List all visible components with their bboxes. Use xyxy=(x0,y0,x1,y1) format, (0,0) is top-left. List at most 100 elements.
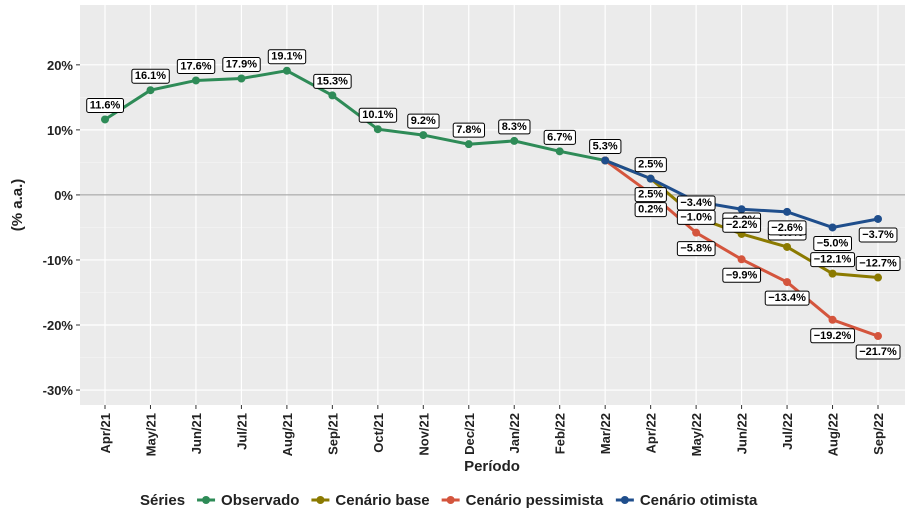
y-tick-label: 20% xyxy=(47,58,73,73)
value-label: −12.7% xyxy=(855,256,901,272)
value-label-box xyxy=(452,122,486,138)
point xyxy=(692,228,701,237)
value-label-text: 10.1% xyxy=(362,109,393,121)
value-label: 19.1% xyxy=(267,49,307,65)
value-label-box xyxy=(676,209,716,225)
value-label-text: 8.3% xyxy=(502,121,527,133)
value-label-text: −3.4% xyxy=(680,197,712,209)
value-label-box xyxy=(855,344,901,360)
value-label-box xyxy=(810,252,856,268)
value-label: 2.5% xyxy=(634,157,667,173)
series-line xyxy=(104,69,606,162)
x-tick-label: May/21 xyxy=(143,413,158,456)
value-label-box xyxy=(407,113,440,129)
value-label: 17.9% xyxy=(222,56,261,72)
y-axis-title: (% a.a.) xyxy=(9,179,26,232)
point xyxy=(646,174,655,183)
value-label-box xyxy=(676,241,716,257)
value-label-text: 16.1% xyxy=(135,70,166,82)
value-label: 6.7% xyxy=(543,129,576,145)
x-axis-title: Período xyxy=(464,458,520,475)
x-tick-label: Aug/22 xyxy=(826,413,841,456)
value-label-text: −21.7% xyxy=(859,346,897,358)
point xyxy=(373,125,382,134)
value-label: −1.0% xyxy=(676,209,716,225)
value-label-text: −1.0% xyxy=(680,211,712,223)
value-label: −5.8% xyxy=(676,241,716,257)
point xyxy=(328,91,337,100)
value-label: −21.7% xyxy=(855,344,901,360)
value-label-text: −3.7% xyxy=(862,229,894,241)
value-label-text: 6.7% xyxy=(547,131,572,143)
value-label-box xyxy=(813,235,852,251)
legend-key-point xyxy=(620,496,629,504)
x-tick-label: Dec/21 xyxy=(462,413,477,455)
value-label: 9.2% xyxy=(407,113,440,129)
point xyxy=(737,205,746,214)
x-tick-label: Apr/22 xyxy=(644,413,659,453)
value-label-box xyxy=(722,267,762,283)
value-label: −2.6% xyxy=(767,220,807,236)
legend-label: Cenário base xyxy=(335,492,429,509)
value-label-text: 11.6% xyxy=(90,99,121,111)
value-label-box xyxy=(86,97,125,113)
value-label-text: −5.0% xyxy=(817,237,849,249)
value-label: −3.4% xyxy=(676,195,716,211)
value-label-box xyxy=(722,217,762,233)
value-label-box xyxy=(634,187,667,203)
x-tick-label: May/22 xyxy=(689,413,704,456)
value-label: 7.8% xyxy=(452,122,486,138)
point xyxy=(237,74,246,83)
x-tick-label: Apr/21 xyxy=(98,413,113,453)
x-tick-label: Oct/21 xyxy=(371,413,386,453)
value-label-text: −9.9% xyxy=(726,269,758,281)
value-label: 8.3% xyxy=(498,119,531,135)
value-label-text: 17.9% xyxy=(226,58,257,70)
y-tick-label: -30% xyxy=(43,383,74,398)
value-label-box xyxy=(858,227,898,243)
value-label-text: 19.1% xyxy=(271,51,302,63)
point xyxy=(874,332,882,341)
value-label-box xyxy=(313,73,352,89)
value-label: −3.7% xyxy=(858,227,898,243)
value-label-box xyxy=(810,328,856,344)
value-label: 10.1% xyxy=(358,107,398,123)
value-label-text: −12.7% xyxy=(859,258,897,270)
value-label: 17.6% xyxy=(176,58,216,74)
value-label-text: 0.2% xyxy=(638,204,663,216)
value-label-box xyxy=(634,157,667,173)
value-label-text: 9.2% xyxy=(411,115,436,127)
point xyxy=(874,273,882,282)
point xyxy=(828,269,837,278)
value-label-box xyxy=(634,202,667,218)
value-label-box xyxy=(767,220,807,236)
value-label-text: −5.8% xyxy=(680,243,712,255)
value-label-text: −13.4% xyxy=(768,292,806,304)
value-label-text: −2.2% xyxy=(726,219,758,231)
value-label-box xyxy=(222,56,261,72)
value-label: −9.9% xyxy=(722,267,762,283)
value-label-box xyxy=(543,129,576,145)
value-label-box xyxy=(267,49,307,65)
value-label-text: 7.8% xyxy=(456,124,481,136)
value-label-box xyxy=(358,107,398,123)
point xyxy=(282,66,291,75)
value-label-box xyxy=(498,119,531,135)
value-label-text: 15.3% xyxy=(317,75,348,87)
legend-key-point xyxy=(446,496,455,504)
legend-title: Séries xyxy=(140,492,185,509)
x-tick-label: Sep/21 xyxy=(325,413,340,455)
x-tick-label: Feb/22 xyxy=(553,413,568,454)
value-label: 2.5% xyxy=(634,187,667,203)
value-label: 0.2% xyxy=(634,202,667,218)
point xyxy=(737,255,746,264)
value-label-text: −2.6% xyxy=(771,222,803,234)
value-label: −12.1% xyxy=(810,252,856,268)
value-label-box xyxy=(589,138,622,154)
value-label-text: 17.6% xyxy=(180,60,211,72)
point xyxy=(828,315,837,324)
legend-label: Cenário pessimista xyxy=(466,492,604,509)
value-label-text: −19.2% xyxy=(814,330,852,342)
x-tick-label: Sep/22 xyxy=(871,413,886,455)
